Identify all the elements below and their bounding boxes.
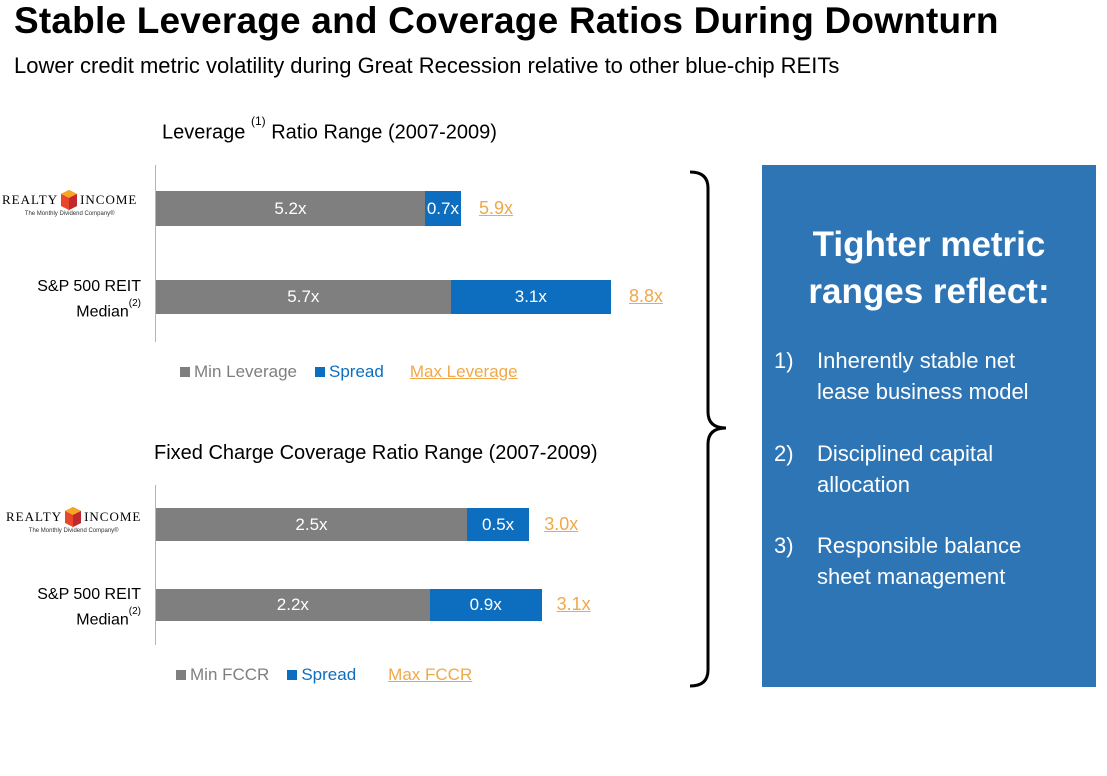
point-line1: Inherently stable net <box>817 348 1016 373</box>
row-label-footnote: (2) <box>128 606 141 617</box>
legend-swatch-min <box>176 670 186 680</box>
row-label-line2: Median <box>76 611 129 629</box>
leverage-title-footnote: (1) <box>250 114 266 128</box>
legend-swatch-min <box>180 367 190 377</box>
legend-swatch-spread <box>315 367 326 377</box>
leverage-max-label-realty: 5.9x <box>479 197 514 218</box>
realty-income-logo-2: REALTY INCOME The Monthly Dividend Compa… <box>6 507 141 534</box>
curly-brace <box>689 170 727 688</box>
point-number: 2) <box>774 441 794 466</box>
legend-swatch-spread <box>287 670 298 680</box>
legend-max-label: Max Leverage <box>409 362 518 381</box>
row-label-line2: Median <box>76 303 129 321</box>
legend-max-label: Max FCCR <box>388 665 473 684</box>
panel-heading: Tighter metric ranges reflect: <box>762 221 1096 315</box>
point-number: 1) <box>774 348 794 373</box>
panel-point-2: 2) Disciplined capital allocation <box>774 438 1062 500</box>
leverage-chart-title: Leverage (1) Ratio Range (2007-2009) <box>162 114 497 145</box>
point-line1: Disciplined capital <box>817 441 994 466</box>
legend-spread-label: Spread <box>329 362 384 381</box>
leverage-spread-bar-sp500: 3.1x <box>450 280 611 314</box>
panel-heading-line1: Tighter metric <box>812 225 1046 264</box>
fccr-chart-title: Fixed Charge Coverage Ratio Range (2007-… <box>154 442 598 464</box>
point-line2: allocation <box>817 472 910 497</box>
logo-icon <box>65 507 82 527</box>
point-number: 3) <box>774 533 794 558</box>
fccr-axis <box>155 485 156 645</box>
logo-word-left: REALTY <box>2 192 59 207</box>
fccr-max-label-realty: 3.0x <box>544 513 579 534</box>
panel-heading-line2: ranges reflect: <box>808 272 1050 311</box>
legend-min-label: Min Leverage <box>194 362 298 381</box>
legend-spread-label: Spread <box>301 665 357 684</box>
leverage-legend: Min Leverage Spread Max Leverage <box>180 362 518 382</box>
point-line1: Responsible balance <box>817 533 1022 558</box>
logo-word-right: INCOME <box>80 192 138 207</box>
leverage-axis <box>155 165 156 342</box>
leverage-spread-bar-realty: 0.7x <box>424 191 462 226</box>
leverage-min-bar-sp500: 5.7x <box>156 280 451 314</box>
logo-word-right: INCOME <box>84 509 142 524</box>
fccr-spread-bar-sp500: 0.9x <box>429 589 542 621</box>
legend-min-label: Min FCCR <box>190 665 270 684</box>
fccr-max-label-sp500: 3.1x <box>556 594 591 614</box>
realty-income-logo-1: REALTY INCOME The Monthly Dividend Compa… <box>2 190 137 217</box>
fccr-spread-bar-realty: 0.5x <box>467 508 530 541</box>
logo-icon <box>61 190 78 210</box>
takeaway-panel: Tighter metric ranges reflect: 1) Inhere… <box>762 165 1096 687</box>
leverage-title-text: Leverage <box>162 121 246 144</box>
leverage-max-label-sp500: 8.8x <box>628 286 663 306</box>
logo-tagline: The Monthly Dividend Company® <box>28 528 119 534</box>
fccr-legend: Min FCCR Spread Max FCCR <box>176 665 472 685</box>
leverage-title-rest: Ratio Range (2007-2009) <box>271 121 497 144</box>
page-title: Stable Leverage and Coverage Ratios Duri… <box>14 0 999 41</box>
panel-point-3: 3) Responsible balance sheet management <box>774 530 1062 592</box>
point-line2: sheet management <box>817 564 1006 589</box>
logo-tagline: The Monthly Dividend Company® <box>24 211 115 217</box>
row-label-sp500-1: S&P 500 REIT Median(2) <box>20 276 141 322</box>
page-subtitle: Lower credit metric volatility during Gr… <box>14 53 840 78</box>
leverage-min-bar-realty: 5.2x <box>156 191 425 226</box>
row-label-footnote: (2) <box>128 298 141 309</box>
logo-word-left: REALTY <box>6 509 63 524</box>
fccr-min-bar-realty: 2.5x <box>156 508 467 541</box>
panel-point-1: 1) Inherently stable net lease business m… <box>774 345 1062 407</box>
row-label-line1: S&P 500 REIT <box>37 278 141 295</box>
point-line2: lease business model <box>817 379 1029 404</box>
row-label-sp500-2: S&P 500 REIT Median(2) <box>20 584 141 630</box>
row-label-line1: S&P 500 REIT <box>37 586 141 603</box>
fccr-min-bar-sp500: 2.2x <box>156 589 430 621</box>
